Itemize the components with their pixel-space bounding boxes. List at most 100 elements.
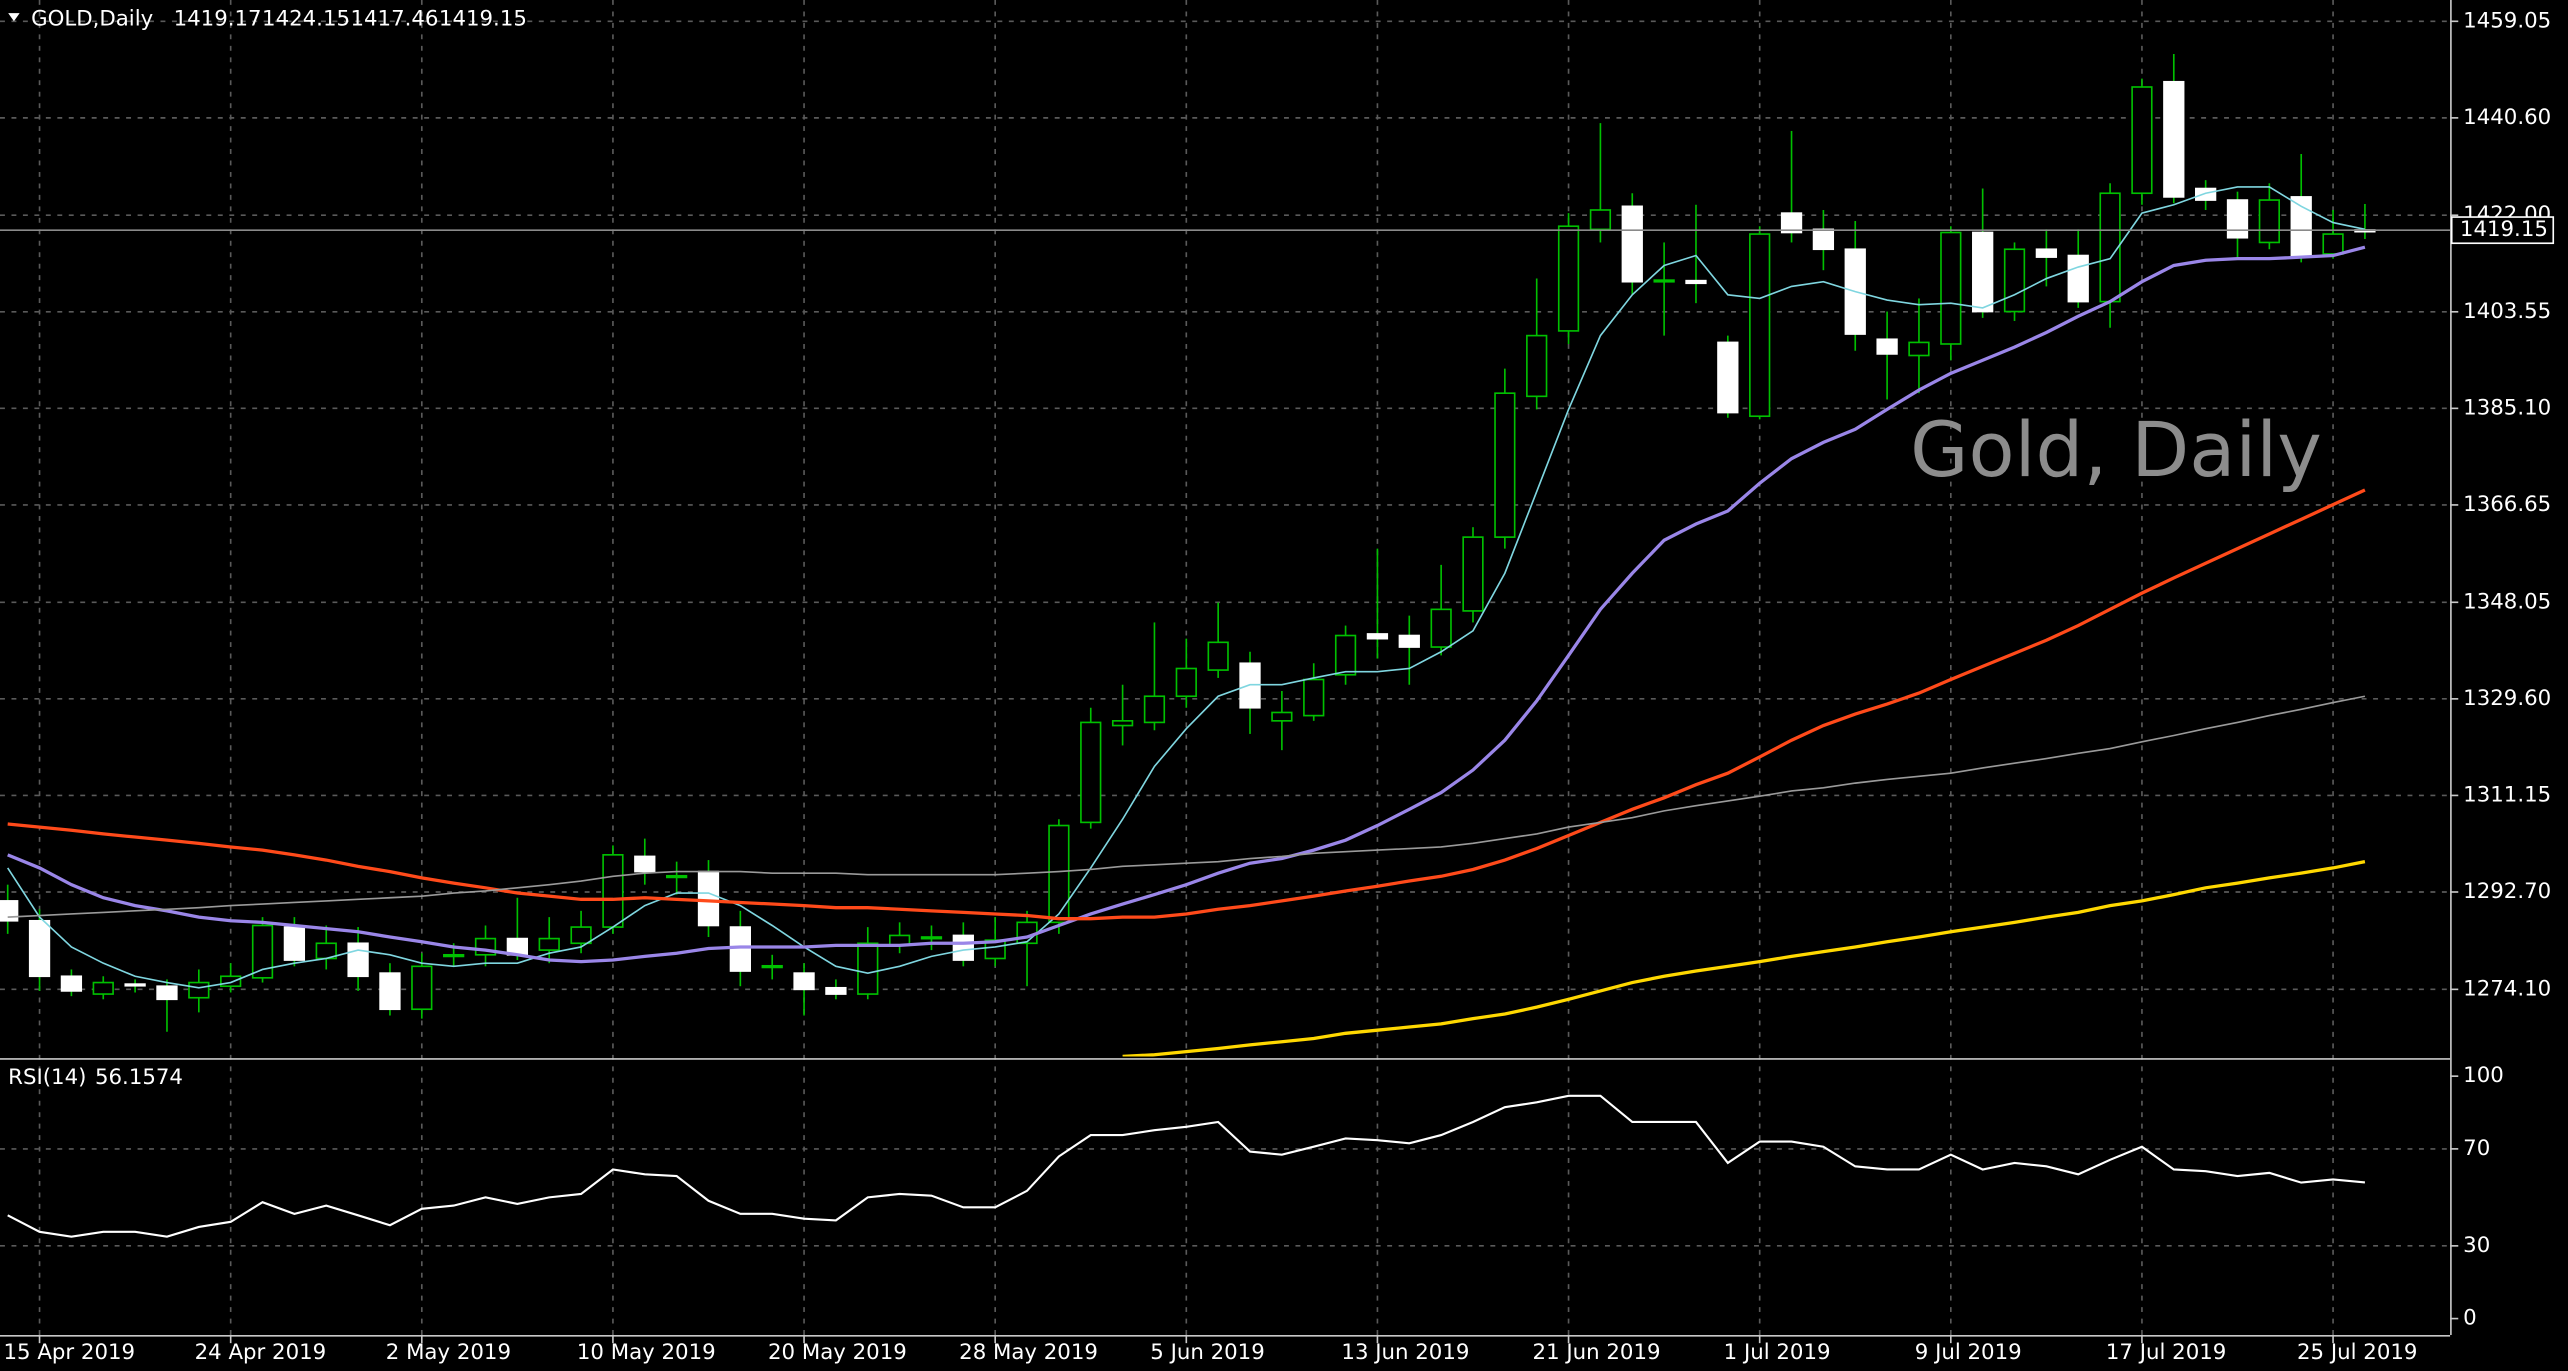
candle-body (2131, 86, 2153, 195)
candle-body (28, 919, 51, 978)
candle-body (1143, 695, 1166, 724)
rsi-tick-label: 70 (2463, 1136, 2490, 1161)
moving-average (7, 695, 2366, 918)
y-tick-label: 1329.60 (2463, 686, 2551, 711)
y-tick-label: 1366.65 (2463, 492, 2551, 517)
y-tick-label: 1440.60 (2463, 105, 2551, 130)
candle-body (1334, 634, 1357, 676)
rsi-line (7, 1094, 2366, 1238)
y-tick-label: 1274.10 (2463, 976, 2551, 1001)
candle-body (188, 981, 210, 999)
header-value: 1424.15 (262, 7, 350, 32)
candle-body (220, 975, 242, 988)
candle-body (1812, 228, 1835, 251)
y-tick-label: 1292.70 (2463, 879, 2551, 904)
candle-body (952, 934, 974, 961)
header-value: 1419.17 (174, 7, 262, 32)
header-value: 1419.15 (439, 7, 527, 32)
candle-body (634, 855, 656, 873)
x-tick-label: 20 May 2019 (768, 1340, 907, 1365)
candle-body (538, 937, 560, 951)
candle-body (857, 942, 879, 995)
candle-body (1430, 608, 1452, 648)
candle-body (0, 900, 19, 922)
candle-body (602, 854, 624, 928)
candle-body (156, 985, 178, 1001)
candle-body (1557, 225, 1580, 332)
watermark: Gold, Daily (1910, 406, 2322, 494)
moving-average (7, 245, 2366, 964)
collapse-arrow[interactable] (8, 13, 20, 22)
candle-body (920, 936, 943, 940)
candle-body (1271, 711, 1293, 722)
candle-body (1494, 392, 1516, 538)
candle-body (347, 942, 369, 978)
rsi-tick-label: 0 (2463, 1306, 2477, 1331)
candle-body (1303, 678, 1325, 717)
candle-body (1589, 209, 1612, 231)
candle-body (1876, 338, 1898, 355)
candle-body (124, 983, 146, 987)
candle-body (443, 953, 465, 958)
candle-body (2258, 199, 2281, 244)
candle-body (1653, 279, 1675, 283)
y-tick-label: 1311.15 (2463, 782, 2551, 807)
candle-body (793, 972, 815, 991)
rsi-title: RSI(14) (8, 1065, 86, 1090)
candle-body (1621, 205, 1643, 283)
candle-body (2035, 248, 2058, 258)
candle-body (1111, 720, 1134, 727)
candle-body (1080, 721, 1102, 824)
x-tick-label: 13 Jun 2019 (1341, 1340, 1469, 1365)
symbol-title: GOLD,Daily (31, 7, 153, 32)
candle-body (2163, 80, 2185, 198)
x-tick-label: 10 May 2019 (577, 1340, 716, 1365)
rsi-value: 56.1574 (95, 1065, 183, 1090)
y-tick-label: 1385.10 (2463, 395, 2551, 420)
candle-body (1207, 641, 1229, 671)
rsi-tick-label: 100 (2463, 1063, 2504, 1088)
candle-body (2322, 233, 2344, 255)
candle-body (2003, 248, 2026, 313)
candle-body (92, 981, 114, 995)
x-tick-label: 15 Apr 2019 (4, 1340, 136, 1365)
y-tick-label: 1459.05 (2463, 8, 2551, 33)
candle-body (697, 870, 720, 927)
rsi-tick-label: 30 (2463, 1233, 2490, 1258)
candle-body (2067, 254, 2089, 303)
x-tick-label: 2 May 2019 (386, 1340, 511, 1365)
x-tick-label: 5 Jun 2019 (1150, 1340, 1264, 1365)
candle-body (2195, 187, 2217, 201)
candle-body (665, 874, 688, 879)
y-tick-label: 1348.05 (2463, 589, 2551, 614)
candle-body (1749, 233, 1771, 418)
candle-body (1398, 634, 1420, 648)
candle-body (570, 926, 592, 945)
candle-body (1908, 341, 1930, 357)
candle-body (1780, 212, 1803, 234)
candle-body (1972, 231, 1994, 313)
x-tick-label: 28 May 2019 (959, 1340, 1098, 1365)
last-price-box (2450, 216, 2555, 245)
candle-body (729, 926, 751, 972)
candle-body (1526, 334, 1548, 398)
candle-body (761, 964, 783, 969)
moving-average (1122, 860, 2366, 1057)
candle-body (60, 975, 83, 992)
moving-average (7, 488, 2366, 921)
candle-body (1048, 824, 1070, 924)
candle-body (1366, 633, 1389, 640)
candle-body (1717, 341, 1739, 414)
candle-body (1685, 279, 1707, 285)
candle-body (825, 986, 847, 995)
candle-body (1940, 231, 1962, 345)
main-plot (0, 54, 2451, 1057)
x-tick-label: 17 Jul 2019 (2106, 1340, 2226, 1365)
header-value: 1417.46 (350, 7, 438, 32)
x-tick-label: 25 Jul 2019 (2297, 1340, 2417, 1365)
x-tick-label: 24 Apr 2019 (195, 1340, 327, 1365)
moving-average (7, 186, 2366, 989)
candle-body (1175, 667, 1197, 698)
